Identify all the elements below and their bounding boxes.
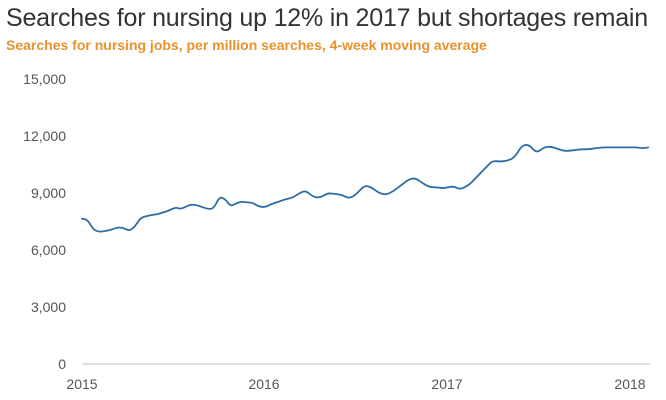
x-tick-label: 2017: [431, 376, 462, 392]
series-line: [81, 144, 650, 233]
y-axis-ticks: 0 3,000 6,000 9,000 12,000 15,000: [23, 71, 66, 372]
y-tick-label: 0: [58, 356, 66, 372]
y-tick-label: 15,000: [23, 71, 66, 87]
x-axis-ticks: 2015 2016 2017 2018: [66, 376, 645, 392]
x-tick-label: 2018: [614, 376, 645, 392]
chart-subtitle: Searches for nursing jobs, per million s…: [6, 37, 487, 53]
y-tick-label: 3,000: [31, 299, 66, 315]
x-tick-label: 2016: [248, 376, 279, 392]
y-tick-label: 12,000: [23, 128, 66, 144]
chart-title: Searches for nursing up 12% in 2017 but …: [6, 4, 648, 32]
series-layer: [81, 144, 650, 233]
y-tick-label: 9,000: [31, 185, 66, 201]
y-tick-label: 6,000: [31, 242, 66, 258]
x-tick-label: 2015: [66, 376, 97, 392]
